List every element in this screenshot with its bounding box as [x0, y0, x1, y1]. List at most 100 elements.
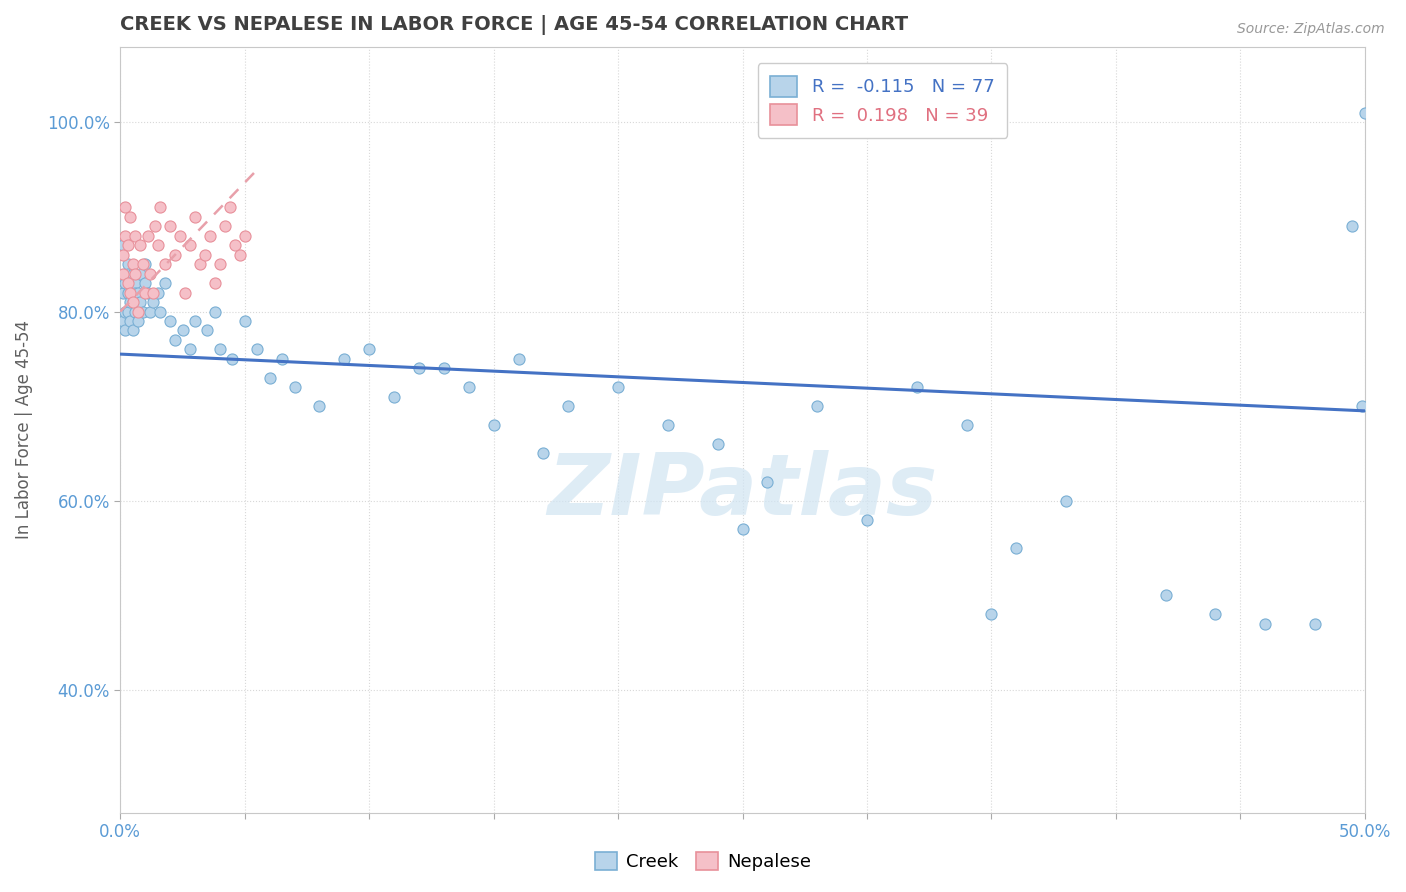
Point — [111, 267, 134, 281]
Point — [607, 380, 630, 394]
Legend: R =  -0.115   N = 77, R =  0.198   N = 39: R = -0.115 N = 77, R = 0.198 N = 39 — [758, 63, 1007, 137]
Point — [557, 399, 579, 413]
Point — [198, 228, 221, 243]
Point — [153, 276, 176, 290]
Point — [408, 361, 430, 376]
Point — [179, 238, 201, 252]
Point — [121, 267, 143, 281]
Point — [172, 323, 194, 337]
Point — [129, 267, 152, 281]
Point — [174, 285, 197, 300]
Point — [359, 343, 381, 357]
Point — [169, 228, 191, 243]
Point — [127, 304, 149, 318]
Point — [121, 323, 143, 337]
Point — [121, 257, 143, 271]
Point — [114, 201, 136, 215]
Point — [124, 304, 146, 318]
Point — [179, 343, 201, 357]
Point — [259, 370, 281, 384]
Point — [533, 446, 555, 460]
Text: Source: ZipAtlas.com: Source: ZipAtlas.com — [1237, 22, 1385, 37]
Point — [134, 257, 156, 271]
Point — [482, 418, 505, 433]
Point — [218, 201, 240, 215]
Point — [121, 295, 143, 310]
Point — [139, 267, 162, 281]
Point — [139, 304, 162, 318]
Point — [146, 285, 169, 300]
Point — [204, 276, 226, 290]
Point — [111, 248, 134, 262]
Point — [856, 513, 879, 527]
Point — [153, 257, 176, 271]
Point — [129, 295, 152, 310]
Point — [114, 267, 136, 281]
Point — [184, 210, 207, 224]
Point — [134, 276, 156, 290]
Text: ZIPatlas: ZIPatlas — [547, 450, 938, 533]
Point — [271, 351, 294, 366]
Point — [120, 285, 142, 300]
Point — [1341, 219, 1364, 234]
Point — [117, 257, 139, 271]
Point — [1204, 607, 1226, 622]
Point — [706, 437, 728, 451]
Point — [233, 314, 256, 328]
Point — [165, 333, 187, 347]
Point — [117, 285, 139, 300]
Text: CREEK VS NEPALESE IN LABOR FORCE | AGE 45-54 CORRELATION CHART: CREEK VS NEPALESE IN LABOR FORCE | AGE 4… — [121, 15, 908, 35]
Point — [111, 314, 134, 328]
Point — [1154, 588, 1177, 602]
Point — [117, 276, 139, 290]
Point — [146, 238, 169, 252]
Point — [149, 304, 172, 318]
Point — [114, 323, 136, 337]
Point — [233, 228, 256, 243]
Point — [731, 522, 754, 536]
Point — [197, 323, 219, 337]
Point — [221, 351, 243, 366]
Point — [120, 210, 142, 224]
Point — [114, 228, 136, 243]
Point — [121, 295, 143, 310]
Point — [124, 228, 146, 243]
Point — [136, 228, 159, 243]
Point — [142, 295, 165, 310]
Point — [117, 304, 139, 318]
Point — [134, 285, 156, 300]
Point — [1351, 399, 1374, 413]
Point — [382, 390, 405, 404]
Point — [114, 276, 136, 290]
Point — [120, 295, 142, 310]
Point — [120, 276, 142, 290]
Point — [127, 285, 149, 300]
Point — [111, 238, 134, 252]
Point — [136, 285, 159, 300]
Point — [165, 248, 187, 262]
Point — [806, 399, 828, 413]
Point — [1054, 493, 1077, 508]
Point — [214, 219, 236, 234]
Point — [283, 380, 305, 394]
Point — [508, 351, 530, 366]
Point — [246, 343, 269, 357]
Point — [184, 314, 207, 328]
Point — [194, 248, 217, 262]
Point — [117, 267, 139, 281]
Point — [1254, 616, 1277, 631]
Point — [117, 238, 139, 252]
Point — [1354, 106, 1376, 120]
Point — [149, 201, 172, 215]
Point — [131, 257, 153, 271]
Y-axis label: In Labor Force | Age 45-54: In Labor Force | Age 45-54 — [15, 320, 32, 540]
Point — [433, 361, 456, 376]
Point — [127, 314, 149, 328]
Point — [457, 380, 479, 394]
Point — [229, 248, 252, 262]
Point — [143, 219, 166, 234]
Point — [657, 418, 679, 433]
Point — [208, 343, 231, 357]
Point — [142, 285, 165, 300]
Point — [955, 418, 977, 433]
